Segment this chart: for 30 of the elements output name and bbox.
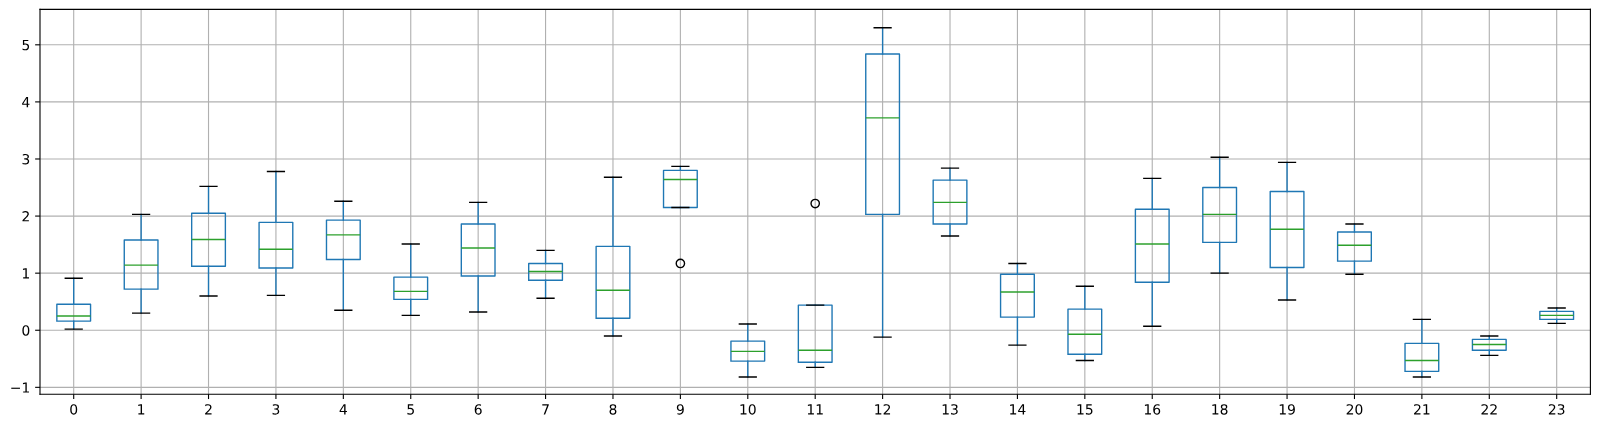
x-tick-label: 5 [407,404,414,415]
x-tick-label: 11 [807,404,823,415]
y-tick-label: 1 [22,268,29,279]
x-tick-label: 4 [339,404,347,415]
x-tick-label: 9 [676,404,684,415]
x-tick-label: 14 [1010,404,1026,415]
y-tick-label: 2 [22,211,29,222]
x-tick-label: 16 [1144,404,1161,415]
x-tick-label: 23 [1548,404,1565,415]
y-tick-label: 3 [22,153,30,165]
x-tick-label: 20 [1346,404,1363,415]
x-tick-label: 13 [942,404,958,415]
y-tick-label: 0 [22,325,30,336]
x-tick-label: 22 [1481,404,1497,415]
x-tick-label: 0 [70,404,78,415]
x-tick-label: 8 [609,404,617,415]
y-tick-label: −1 [11,382,29,393]
x-tick-label: 19 [1279,404,1295,415]
x-tick-label: 1 [138,404,145,415]
x-tick-label: 10 [740,404,756,415]
x-tick-label: 2 [205,404,212,415]
x-tick-label: 21 [1414,404,1430,415]
y-tick-label: 4 [22,97,30,108]
x-tick-label: 18 [1212,404,1228,415]
x-tick-label: 12 [875,404,891,415]
x-tick-label: 6 [474,404,482,415]
x-tick-label: 15 [1077,404,1093,415]
x-tick-label: 7 [542,404,549,415]
y-tick-label: 5 [22,39,30,51]
x-tick-label: 3 [272,404,280,415]
